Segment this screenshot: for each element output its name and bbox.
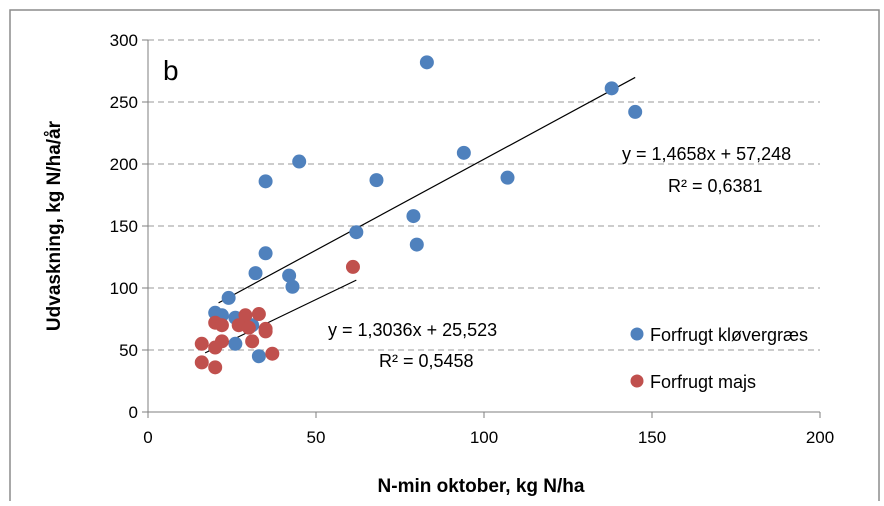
trendline-equation-majs: y = 1,3036x + 25,523 bbox=[328, 320, 497, 340]
data-point-klovergraes bbox=[258, 174, 273, 189]
y-tick-label: 300 bbox=[110, 31, 138, 50]
x-tick-label: 50 bbox=[307, 428, 326, 447]
y-tick-label: 0 bbox=[129, 403, 138, 422]
data-point-klovergraes bbox=[500, 170, 515, 185]
y-axis-label: Udvaskning, kg N/ha/år bbox=[44, 120, 65, 331]
x-tick-label: 200 bbox=[806, 428, 834, 447]
data-point-klovergraes bbox=[251, 349, 266, 364]
data-point-majs bbox=[251, 307, 266, 322]
y-tick-label: 250 bbox=[110, 93, 138, 112]
axes: 0 50 100 150 200 250 300 0 50 100 150 200 bbox=[110, 31, 835, 447]
legend-label-majs: Forfrugt majs bbox=[650, 372, 756, 392]
y-tick-label: 150 bbox=[110, 217, 138, 236]
data-point-klovergraes bbox=[248, 266, 263, 281]
x-tick-label: 100 bbox=[470, 428, 498, 447]
trendline-r2-majs: R² = 0,5458 bbox=[379, 351, 474, 371]
chart-border bbox=[9, 9, 880, 506]
x-tick-label: 150 bbox=[638, 428, 666, 447]
data-point-majs bbox=[238, 308, 253, 323]
data-point-klovergraes bbox=[369, 173, 384, 188]
data-point-klovergraes bbox=[628, 104, 643, 119]
data-point-klovergraes bbox=[409, 237, 424, 252]
data-point-klovergraes bbox=[406, 209, 421, 224]
data-point-majs bbox=[245, 334, 260, 349]
legend-marker-majs bbox=[630, 374, 644, 388]
data-point-klovergraes bbox=[292, 154, 307, 169]
data-point-klovergraes bbox=[285, 279, 300, 294]
x-axis-label: N-min oktober, kg N/ha bbox=[378, 476, 585, 497]
trendline-r2-klovergraes: R² = 0,6381 bbox=[668, 176, 763, 196]
y-tick-label: 50 bbox=[119, 341, 138, 360]
y-tick-label: 200 bbox=[110, 155, 138, 174]
legend: Forfrugt kløvergræs Forfrugt majs bbox=[630, 325, 808, 392]
legend-label-klovergraes: Forfrugt kløvergræs bbox=[650, 325, 808, 345]
trendline-equation-klovergraes: y = 1,4658x + 57,248 bbox=[622, 144, 791, 164]
data-point-majs bbox=[208, 360, 223, 375]
data-point-majs bbox=[265, 346, 280, 361]
data-point-klovergraes bbox=[282, 268, 297, 283]
data-point-majs bbox=[258, 324, 273, 339]
data-point-majs bbox=[241, 320, 256, 335]
legend-marker-klovergraes bbox=[630, 327, 644, 341]
data-point-majs bbox=[345, 259, 360, 274]
data-point-klovergraes bbox=[258, 246, 273, 261]
trendline-klovergraes bbox=[218, 76, 636, 304]
data-point-klovergraes bbox=[456, 145, 471, 160]
panel-label: b bbox=[163, 55, 179, 86]
data-point-majs bbox=[208, 340, 223, 355]
x-tick-label: 0 bbox=[143, 428, 152, 447]
gridlines bbox=[148, 39, 820, 351]
y-tick-label: 100 bbox=[110, 279, 138, 298]
data-point-klovergraes bbox=[419, 55, 434, 70]
data-point-majs bbox=[194, 336, 209, 351]
data-point-klovergraes bbox=[604, 81, 619, 96]
data-point-majs bbox=[194, 355, 209, 370]
data-point-klovergraes bbox=[228, 336, 243, 351]
data-point-majs bbox=[214, 318, 229, 333]
data-point-klovergraes bbox=[349, 225, 364, 240]
data-point-klovergraes bbox=[221, 290, 236, 305]
data-points bbox=[194, 55, 643, 375]
